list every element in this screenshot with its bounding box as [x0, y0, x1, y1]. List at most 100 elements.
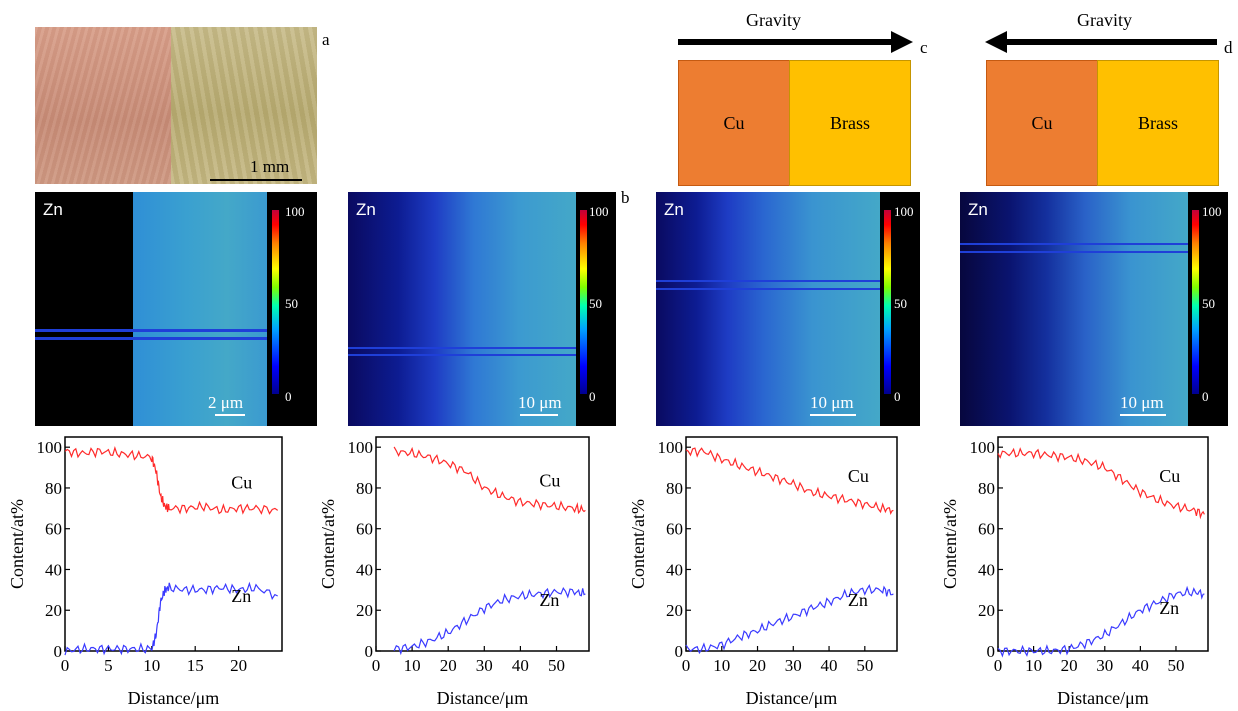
gravity-label-d: Gravity	[1077, 10, 1132, 30]
colorbar-tick-mid: 50	[894, 296, 907, 311]
x-tick-label: 0	[372, 656, 381, 675]
series-label-zn: Zn	[848, 590, 868, 610]
y-tick-label: 0	[365, 642, 374, 661]
y-tick-label: 100	[348, 438, 374, 457]
colorbar-tick-max: 100	[1202, 204, 1222, 219]
plot-frame	[685, 436, 898, 652]
x-tick-label: 30	[785, 656, 802, 675]
panel-label-a: a	[322, 30, 330, 49]
eds-map-3: Zn 100 50 0 10 μm	[656, 192, 920, 426]
series-label-zn: Zn	[1159, 598, 1179, 618]
arrow-left-icon	[985, 31, 1007, 53]
y-tick-label: 60	[45, 520, 62, 539]
brass-block-d: Brass	[1097, 60, 1219, 186]
plot-frame	[997, 436, 1209, 652]
colorbar-tick-mid: 50	[285, 296, 298, 311]
y-tick-label: 80	[45, 479, 62, 498]
panel-label-c: c	[920, 38, 928, 57]
y-tick-label: 60	[356, 520, 373, 539]
x-tick-label: 20	[1061, 656, 1078, 675]
gravity-arrow-shaft-c	[678, 39, 893, 45]
eds-map-2: Zn 100 50 0 10 μm	[348, 192, 616, 426]
map-scalebar	[520, 414, 558, 416]
gravity-arrow-shaft-d	[1005, 39, 1217, 45]
cu-block-d: Cu	[986, 60, 1098, 186]
y-tick-label: 40	[978, 560, 995, 579]
series-line-zn	[393, 586, 586, 656]
x-tick-label: 10	[143, 656, 160, 675]
colorbar-tick-min: 0	[1202, 389, 1209, 404]
map-scalebar	[1120, 414, 1166, 416]
series-label-zn: Zn	[231, 586, 251, 606]
colorbar-tick-min: 0	[589, 389, 596, 404]
x-axis-label: Distance/μm	[746, 688, 838, 708]
series-label-cu: Cu	[848, 466, 869, 486]
series-line-cu	[64, 446, 279, 515]
panel-label-d: d	[1224, 38, 1233, 57]
y-tick-label: 100	[970, 438, 996, 457]
zn-gradient-region	[960, 192, 1188, 426]
y-tick-label: 80	[356, 479, 373, 498]
y-tick-label: 60	[666, 520, 683, 539]
y-tick-label: 20	[978, 601, 995, 620]
x-tick-label: 40	[1132, 656, 1149, 675]
series-line-cu	[997, 447, 1205, 520]
colorbar	[580, 210, 587, 394]
y-tick-label: 40	[356, 560, 373, 579]
panel-label-b: b	[621, 188, 630, 207]
linescan-track	[348, 347, 576, 349]
colorbar-tick-mid: 50	[1202, 296, 1215, 311]
series-line-zn	[997, 585, 1205, 658]
arrow-right-icon	[891, 31, 913, 53]
y-tick-label: 80	[666, 479, 683, 498]
colorbar-tick-max: 100	[894, 204, 914, 219]
x-tick-label: 50	[548, 656, 565, 675]
map-scalebar-label: 10 μm	[518, 393, 562, 412]
y-tick-label: 80	[978, 479, 995, 498]
line-scan-charts: 0 5 10 15 20020406080100Distance/μmContent/a…	[7, 436, 1209, 708]
x-tick-label: 50	[1167, 656, 1184, 675]
y-tick-label: 0	[675, 642, 684, 661]
y-axis-label: Content/at%	[318, 499, 338, 589]
map-element-label: Zn	[968, 200, 988, 219]
x-tick-label: 20	[230, 656, 247, 675]
cu-block-c: Cu	[678, 60, 790, 186]
eds-map-1: Zn 100 50 0 2 μm	[35, 192, 317, 426]
zn-gradient-region	[656, 192, 880, 426]
map-scalebar	[215, 414, 245, 416]
series-label-zn: Zn	[539, 590, 559, 610]
linescan-track	[35, 337, 267, 340]
y-tick-label: 0	[987, 642, 996, 661]
scalebar	[210, 179, 302, 181]
map-scalebar-label: 2 μm	[208, 393, 244, 412]
y-tick-label: 40	[45, 560, 62, 579]
brass-block-c: Brass	[789, 60, 911, 186]
y-axis-label: Content/at%	[7, 499, 27, 589]
linescan-track	[960, 243, 1188, 245]
linescan-track	[348, 354, 576, 356]
plot-frame	[375, 436, 590, 652]
x-axis-label: Distance/μm	[1057, 688, 1149, 708]
scalebar-label: 1 mm	[250, 157, 290, 176]
x-tick-label: 40	[512, 656, 529, 675]
gravity-label-c: Gravity	[746, 10, 801, 30]
colorbar	[272, 210, 279, 394]
map-element-label: Zn	[356, 200, 376, 219]
zn-gradient-region	[348, 192, 576, 426]
x-tick-label: 40	[821, 656, 838, 675]
colorbar-tick-mid: 50	[589, 296, 602, 311]
y-axis-label: Content/at%	[628, 499, 648, 589]
series-line-cu	[393, 446, 586, 515]
x-tick-label: 0	[994, 656, 1003, 675]
x-axis-label: Distance/μm	[128, 688, 220, 708]
x-tick-label: 5	[104, 656, 113, 675]
linescan-track	[656, 280, 880, 282]
zn-rich-region	[133, 192, 267, 426]
map-scalebar-label: 10 μm	[810, 393, 854, 412]
y-tick-label: 100	[658, 438, 684, 457]
y-tick-label: 0	[54, 642, 63, 661]
x-tick-label: 10	[1025, 656, 1042, 675]
colorbar-tick-max: 100	[589, 204, 609, 219]
x-tick-label: 20	[440, 656, 457, 675]
linescan-track	[960, 251, 1188, 253]
